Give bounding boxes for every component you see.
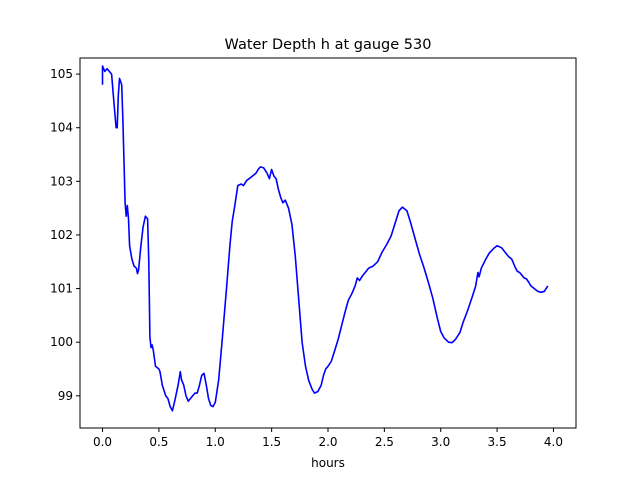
x-tick-label: 4.0 [544, 435, 563, 449]
x-tick-label: 0.0 [93, 435, 112, 449]
axis-ticks: 0.0 0.5 1.0 1.5 2.0 2.5 3.0 3.5 4.0 99 100 101 102 10… [50, 67, 563, 449]
y-tick-label: 104 [50, 121, 73, 135]
x-tick-label: 0.5 [149, 435, 168, 449]
y-tick-label: 99 [58, 389, 73, 403]
y-tick-label: 103 [50, 174, 73, 188]
x-tick-label: 1.5 [262, 435, 281, 449]
x-tick-label: 3.5 [488, 435, 507, 449]
series-line [101, 65, 549, 412]
x-tick-label: 2.0 [318, 435, 337, 449]
y-tick-label: 100 [50, 335, 73, 349]
y-tick-label: 102 [50, 228, 73, 242]
x-tick-label: 2.5 [375, 435, 394, 449]
y-tick-label: 105 [50, 67, 73, 81]
chart-title: Water Depth h at gauge 530 [225, 37, 432, 53]
x-tick-label: 3.0 [431, 435, 450, 449]
x-axis-label: hours [311, 456, 345, 470]
y-tick-label: 101 [50, 282, 73, 296]
plot-frame [79, 57, 577, 429]
x-tick-label: 1.0 [206, 435, 225, 449]
